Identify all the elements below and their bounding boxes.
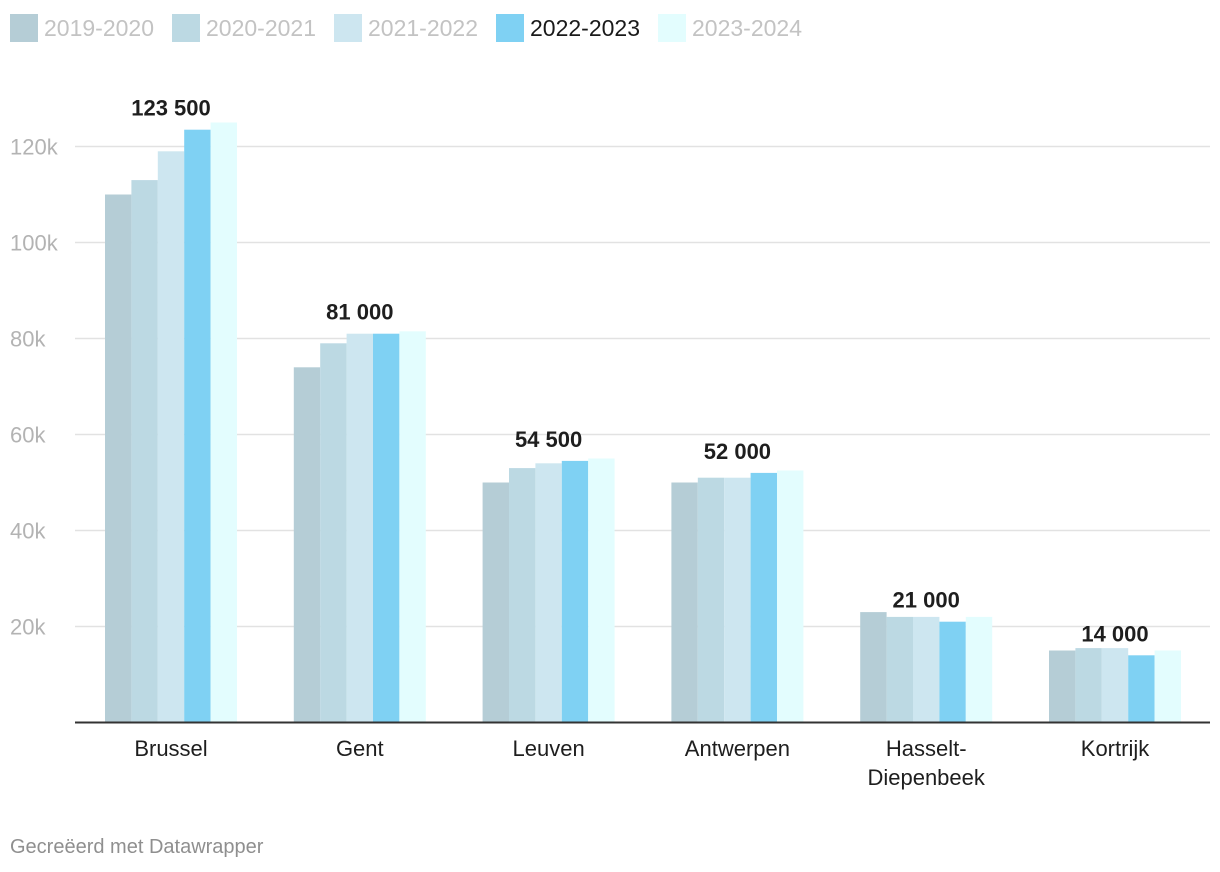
bar[interactable] (886, 616, 913, 723)
legend-label: 2020-2021 (206, 14, 316, 41)
bar[interactable] (184, 129, 211, 723)
x-category-label: Brussel (134, 736, 207, 761)
bar[interactable] (1101, 648, 1129, 723)
x-category-label: Leuven (513, 736, 585, 761)
data-label: 14 000 (1081, 621, 1148, 646)
bar[interactable] (965, 616, 993, 723)
bar[interactable] (210, 122, 237, 723)
legend-swatch (496, 14, 524, 42)
bar[interactable] (131, 180, 158, 723)
data-label: 123 500 (131, 96, 211, 121)
bar[interactable] (561, 460, 589, 723)
bar[interactable] (509, 468, 536, 723)
bar[interactable] (373, 333, 400, 723)
legend: 2019-2020 2020-2021 2021-2022 2022-2023 … (10, 12, 820, 44)
y-tick-label: 100k (10, 231, 59, 256)
y-tick-label: 120k (10, 135, 59, 160)
legend-item-2019-2020[interactable]: 2019-2020 (10, 14, 154, 42)
legend-item-2022-2023[interactable]: 2022-2023 (496, 14, 640, 42)
y-tick-label: 20k (10, 615, 46, 640)
bar[interactable] (671, 482, 698, 723)
legend-swatch (334, 14, 362, 42)
legend-item-2020-2021[interactable]: 2020-2021 (172, 14, 316, 42)
legend-swatch (10, 14, 38, 42)
legend-swatch (658, 14, 686, 42)
bar[interactable] (346, 333, 373, 723)
bar[interactable] (293, 367, 321, 723)
data-label: 21 000 (893, 588, 960, 613)
x-category-label: Diepenbeek (867, 765, 985, 790)
bar[interactable] (1154, 650, 1181, 723)
data-label: 54 500 (515, 427, 582, 452)
x-category-label: Gent (336, 736, 384, 761)
bar[interactable] (535, 463, 562, 723)
y-tick-label: 80k (10, 327, 46, 352)
footer-credit: Gecreëerd met Datawrapper (10, 836, 264, 858)
data-label: 81 000 (326, 300, 393, 325)
bar[interactable] (724, 477, 751, 723)
legend-item-2023-2024[interactable]: 2023-2024 (658, 14, 802, 42)
bar[interactable] (588, 458, 615, 723)
bar[interactable] (157, 151, 185, 723)
bar[interactable] (320, 343, 347, 723)
bar[interactable] (913, 616, 940, 723)
bar[interactable] (1128, 655, 1155, 723)
legend-swatch (172, 14, 200, 42)
bar[interactable] (482, 482, 509, 723)
bar[interactable] (1049, 650, 1076, 723)
bar[interactable] (105, 194, 132, 723)
legend-item-2021-2022[interactable]: 2021-2022 (334, 14, 478, 42)
bar[interactable] (777, 470, 804, 723)
x-category-label: Antwerpen (685, 736, 790, 761)
bar[interactable] (697, 477, 725, 723)
x-category-label: Hasselt- (886, 736, 967, 761)
data-label: 52 000 (704, 439, 771, 464)
legend-label: 2019-2020 (44, 14, 154, 41)
y-tick-label: 40k (10, 519, 46, 544)
bar[interactable] (1075, 648, 1102, 723)
legend-label: 2023-2024 (692, 14, 802, 41)
bar[interactable] (939, 621, 966, 723)
x-category-label: Kortrijk (1081, 736, 1150, 761)
legend-label: 2022-2023 (530, 14, 640, 41)
bar[interactable] (399, 331, 426, 723)
legend-label: 2021-2022 (368, 14, 478, 41)
bar[interactable] (750, 472, 777, 723)
bar[interactable] (860, 612, 887, 723)
y-tick-label: 60k (10, 423, 46, 448)
